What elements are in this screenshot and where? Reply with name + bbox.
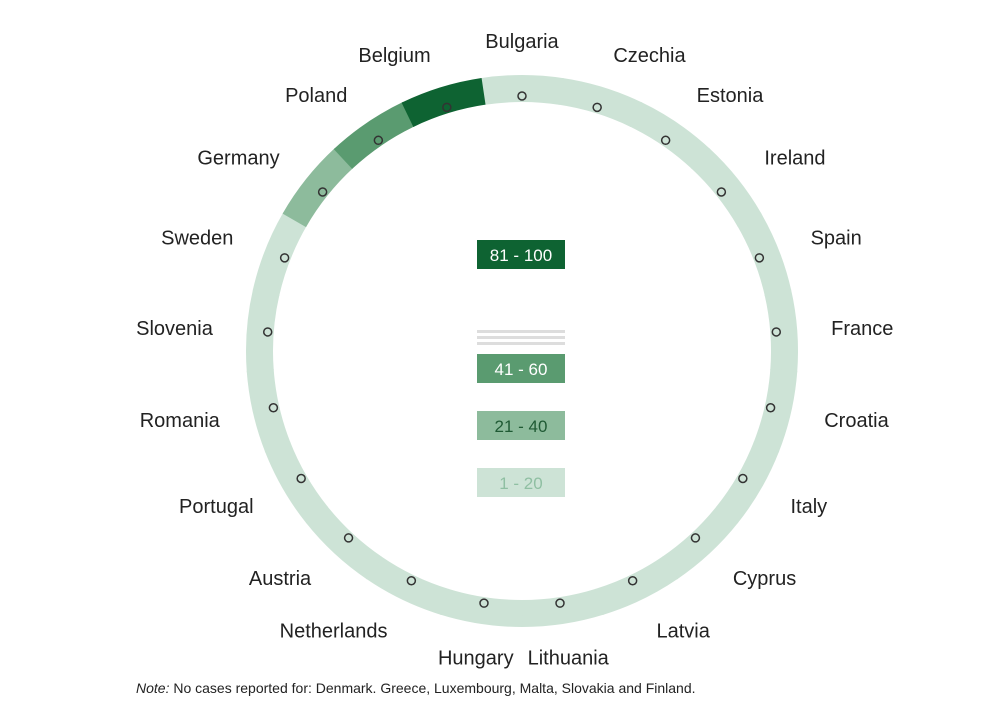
legend-label-41-60: 41 - 60 [495,360,548,379]
ring-segment-bulgaria [480,75,564,105]
ring-segment-portugal [264,441,328,524]
ring-segment-austria [305,505,383,580]
note-prefix: Note: [136,680,170,696]
legend-swatch-21-40 [477,411,565,440]
label-croatia: Croatia [824,410,889,432]
marker-france [771,327,782,337]
label-germany: Germany [197,148,279,170]
legend-stripe [477,330,565,333]
ring-segment-latvia [594,556,679,615]
label-lithuania: Lithuania [528,648,610,670]
marker-slovenia [262,327,273,337]
ring-segment-hungary [439,588,523,628]
ring-segment-netherlands [365,556,450,615]
label-latvia: Latvia [657,620,711,642]
legend-swatch-41-60 [477,354,565,383]
legend-label-1-20: 1 - 20 [499,474,542,493]
label-poland: Poland [285,85,347,107]
country-labels: Bulgaria Czechia Estonia Ireland Spain France… [136,31,893,670]
label-slovenia: Slovenia [136,318,214,340]
ring-segment-spain [737,212,792,297]
marker-sweden [279,253,290,263]
label-hungary: Hungary [438,648,514,670]
ring-segment-germany [282,148,354,228]
ring-segment-romania [246,368,291,453]
label-ireland: Ireland [764,148,825,170]
ring-segment-lithuania [521,588,605,628]
ring-segment-cyprus [661,505,739,580]
label-czechia: Czechia [613,45,686,67]
label-belgium: Belgium [358,45,430,67]
ring-segment-poland [333,102,415,169]
label-netherlands: Netherlands [280,620,388,642]
marker-cyprus [690,533,701,543]
ring-segment-sweden [252,212,307,297]
ring-segment-croatia [753,368,798,453]
marker-austria [343,533,354,543]
marker-romania [268,402,279,413]
ring-segments [245,75,798,628]
label-france: France [831,318,893,340]
marker-bulgaria [517,91,527,101]
ring-segment-italy [716,441,780,524]
ring-segment-czechia [558,77,643,127]
ring-segment-france [764,288,798,373]
label-portugal: Portugal [179,496,254,518]
ring-segment-slovenia [245,288,280,373]
marker-germany [317,187,328,197]
marker-latvia [627,575,638,586]
label-sweden: Sweden [161,228,233,250]
legend-label-21-40: 21 - 40 [495,417,548,436]
label-austria: Austria [249,568,312,590]
marker-estonia [660,135,671,146]
label-cyprus: Cyprus [733,568,796,590]
marker-netherlands [406,575,417,586]
marker-italy [738,473,748,484]
note: Note: No cases reported for: Denmark. Gr… [136,680,696,696]
ring-segment-belgium [401,77,486,127]
marker-croatia [765,402,776,413]
label-italy: Italy [790,496,827,518]
marker-lithuania [555,598,565,608]
note-text: No cases reported for: Denmark. Greece, … [169,680,696,696]
marker-belgium [442,102,452,113]
country-markers [262,91,782,608]
legend-stripe [477,342,565,345]
marker-hungary [479,598,489,608]
marker-czechia [592,102,602,113]
marker-ireland [716,187,727,197]
marker-spain [754,253,765,263]
ring-segment-ireland [690,148,762,228]
marker-portugal [296,473,306,484]
legend-stripe [477,336,565,339]
label-bulgaria: Bulgaria [485,31,559,53]
label-romania: Romania [140,410,221,432]
label-spain: Spain [811,228,862,250]
legend: 81 - 100 41 - 60 21 - 40 1 - 20 [477,240,565,497]
marker-poland [373,135,384,146]
legend-swatch-81-100 [477,240,565,269]
legend-swatch-1-20 [477,468,565,497]
legend-label-81-100: 81 - 100 [490,246,552,265]
label-estonia: Estonia [697,85,765,107]
ring-segment-estonia [629,102,711,169]
